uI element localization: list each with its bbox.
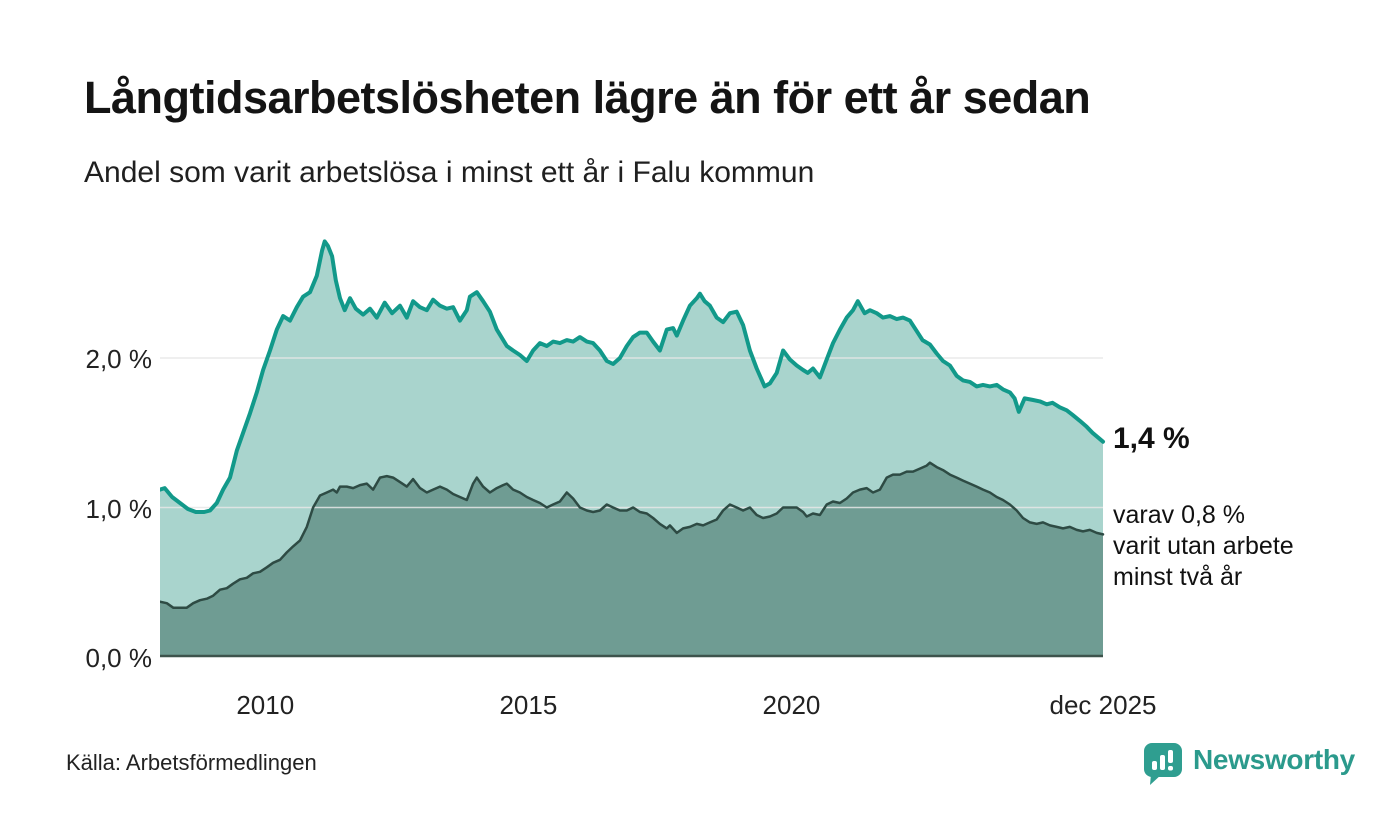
x-tick-label: 2020: [762, 690, 821, 720]
chart-plot-area: [160, 239, 1105, 658]
x-tick-label: 2010: [236, 690, 295, 720]
x-tick-label: 2015: [499, 690, 558, 720]
two-year-share-note: varav 0,8 % varit utan arbete minst två …: [1113, 501, 1294, 591]
y-tick-label: 1,0 %: [85, 493, 153, 524]
latest-value-label: 1,4 %: [1113, 422, 1190, 455]
source-caption: Källa: Arbetsförmedlingen: [66, 750, 317, 775]
page-title: Långtidsarbetslösheten lägre än för ett …: [84, 72, 1091, 123]
newsworthy-logo: Newsworthy: [1143, 742, 1355, 788]
newsworthy-logo-text: Newsworthy: [1193, 744, 1355, 775]
x-tick-label: dec 2025: [1049, 690, 1157, 720]
page-subtitle: Andel som varit arbetslösa i minst ett å…: [84, 156, 815, 189]
y-tick-label: 0,0 %: [85, 643, 153, 673]
y-tick-label: 2,0 %: [85, 344, 153, 374]
newsworthy-logo-icon: [1144, 743, 1182, 785]
